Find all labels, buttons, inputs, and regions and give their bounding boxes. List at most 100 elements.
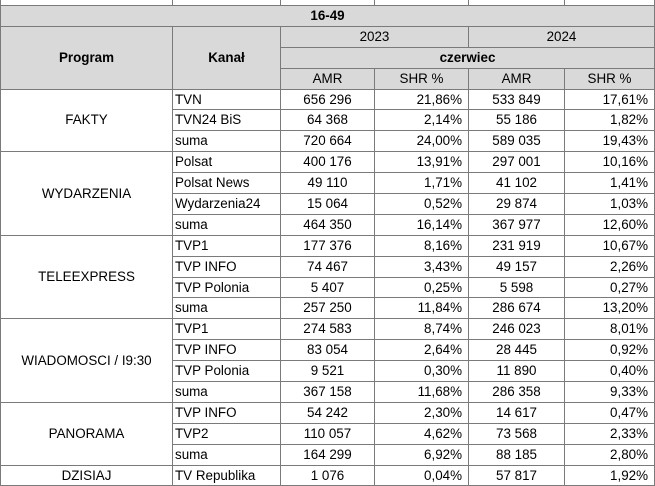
- amr-2024-cell: 88 185: [468, 443, 565, 466]
- channel-cell: suma: [172, 443, 281, 466]
- shr-2023-cell: 0,04%: [374, 464, 469, 486]
- shr-2024-cell: 0,47%: [564, 401, 655, 424]
- shr-2023-cell: 4,62%: [374, 422, 469, 445]
- amr-2024-cell: 57 817: [468, 464, 565, 486]
- amr-2024-cell: 41 102: [468, 172, 565, 195]
- shr-2024-cell: 13,20%: [564, 297, 655, 320]
- amr-2023-cell: 720 664: [280, 130, 375, 153]
- shr-2023-cell: 8,16%: [374, 234, 469, 257]
- channel-cell: TVP INFO: [172, 255, 281, 278]
- channel-cell: TVP1: [172, 318, 281, 341]
- program-name: FAKTY: [0, 88, 173, 153]
- year-2024-header: 2024: [468, 25, 655, 48]
- table-row: TVP Polonia 9 521 0,30% 11 890 0,40%: [1, 360, 655, 383]
- table-row: Polsat News 49 110 1,71% 41 102 1,41%: [1, 172, 655, 195]
- amr-2024-cell: 367 977: [468, 213, 565, 236]
- amr-2023-cell: 9 521: [280, 360, 375, 383]
- amr-2023-cell: 656 296: [280, 88, 375, 111]
- shr-2024-cell: 8,01%: [564, 318, 655, 341]
- amr-2024-cell: 589 035: [468, 130, 565, 153]
- shr-2024-cell: 10,67%: [564, 234, 655, 257]
- table-row: TVP2 110 057 4,62% 73 568 2,33%: [1, 422, 655, 445]
- sum-row: suma 164 299 6,92% 88 185 2,80%: [1, 443, 655, 466]
- amr-2024-cell: 49 157: [468, 255, 565, 278]
- amr-2023-cell: 15 064: [280, 193, 375, 215]
- shr-2023-cell: 11,84%: [374, 297, 469, 320]
- table-row: PANORAMA TVP INFO 54 242 2,30% 14 617 0,47%: [0, 401, 655, 466]
- channel-cell: suma: [172, 297, 281, 320]
- shr-2023-cell: 3,43%: [374, 255, 469, 278]
- table-row: FAKTY TVN 656 296 21,86% 533 849 17,61%: [0, 88, 655, 153]
- channel-cell: Polsat: [172, 151, 281, 174]
- shr-2024-cell: 12,60%: [564, 213, 655, 236]
- channel-cell: suma: [172, 130, 281, 153]
- sum-row: suma 367 158 11,68% 286 358 9,33%: [1, 381, 655, 403]
- amr-2023-cell: 49 110: [280, 172, 375, 195]
- shr-2023-cell: 16,14%: [374, 213, 469, 236]
- channel-cell: TVP Polonia: [172, 276, 281, 299]
- amr-2023-header: AMR: [280, 67, 375, 90]
- shr-2024-cell: 1,03%: [564, 193, 655, 215]
- shr-2024-cell: 1,92%: [564, 464, 655, 486]
- shr-2024-cell: 2,80%: [564, 443, 655, 466]
- amr-2023-cell: 257 250: [280, 297, 375, 320]
- amr-2023-cell: 464 350: [280, 213, 375, 236]
- shr-2023-cell: 11,68%: [374, 381, 469, 403]
- shr-2024-cell: 9,33%: [564, 381, 655, 403]
- table-row: DZISIAJ TV Republika 1 076 0,04% 57 817 1,92%: [0, 464, 655, 486]
- channel-cell: TVP2: [172, 422, 281, 445]
- amr-2024-cell: 5 598: [468, 276, 565, 299]
- program-name: WYDARZENIA: [0, 151, 173, 236]
- shr-2023-cell: 1,71%: [374, 172, 469, 195]
- amr-2023-cell: 83 054: [280, 339, 375, 362]
- amr-2023-cell: 5 407: [280, 276, 375, 299]
- table-row: TVN24 BiS 64 368 2,14% 55 186 1,82%: [1, 109, 655, 132]
- program-name: TELEEXPRESS: [0, 234, 173, 320]
- year-2023-header: 2023: [280, 25, 469, 48]
- amr-2024-cell: 286 358: [468, 381, 565, 403]
- shr-2023-cell: 2,64%: [374, 339, 469, 362]
- table-row: TVP Polonia 5 407 0,25% 5 598 0,27%: [1, 276, 655, 299]
- shr-2024-cell: 19,43%: [564, 130, 655, 153]
- amr-2023-cell: 400 176: [280, 151, 375, 174]
- amr-2023-cell: 367 158: [280, 381, 375, 403]
- year-header-row: Program Kanał 2023 2024: [0, 25, 655, 90]
- amr-2024-cell: 73 568: [468, 422, 565, 445]
- amr-2024-cell: 297 001: [468, 151, 565, 174]
- shr-2023-cell: 8,74%: [374, 318, 469, 341]
- channel-cell: suma: [172, 213, 281, 236]
- program-column-header: Program: [0, 25, 173, 90]
- shr-2023-cell: 0,30%: [374, 360, 469, 383]
- amr-2023-cell: 54 242: [280, 401, 375, 424]
- amr-2024-cell: 55 186: [468, 109, 565, 132]
- channel-cell: TVN24 BiS: [172, 109, 281, 132]
- shr-2024-cell: 0,27%: [564, 276, 655, 299]
- sum-row: suma 257 250 11,84% 286 674 13,20%: [1, 297, 655, 320]
- amr-2023-cell: 64 368: [280, 109, 375, 132]
- channel-cell: TVP INFO: [172, 339, 281, 362]
- amr-2023-cell: 74 467: [280, 255, 375, 278]
- channel-cell: Wydarzenia24: [172, 193, 281, 215]
- shr-2024-cell: 1,82%: [564, 109, 655, 132]
- amr-2024-cell: 246 023: [468, 318, 565, 341]
- shr-2023-cell: 2,30%: [374, 401, 469, 424]
- group-header-row: 16-49: [0, 5, 655, 27]
- table-row: TVP INFO 74 467 3,43% 49 157 2,26%: [1, 255, 655, 278]
- amr-2024-cell: 11 890: [468, 360, 565, 383]
- amr-2024-cell: 14 617: [468, 401, 565, 424]
- shr-2024-cell: 0,40%: [564, 360, 655, 383]
- metric-header-row: AMR SHR % AMR SHR %: [1, 67, 655, 90]
- channel-cell: TVP1: [172, 234, 281, 257]
- program-name: PANORAMA: [0, 401, 173, 466]
- month-header-row: czerwiec: [1, 46, 655, 69]
- table-row: TELEEXPRESS TVP1 177 376 8,16% 231 919 10,67%: [0, 234, 655, 320]
- amr-2024-cell: 28 445: [468, 339, 565, 362]
- amr-2023-cell: 164 299: [280, 443, 375, 466]
- amr-2023-cell: 110 057: [280, 422, 375, 445]
- table-row: TVP INFO 83 054 2,64% 28 445 0,92%: [1, 339, 655, 362]
- amr-2023-cell: 177 376: [280, 234, 375, 257]
- group-header: 16-49: [0, 5, 655, 27]
- shr-2024-cell: 17,61%: [564, 88, 655, 111]
